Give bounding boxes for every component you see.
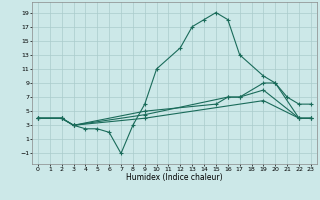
X-axis label: Humidex (Indice chaleur): Humidex (Indice chaleur) (126, 173, 223, 182)
